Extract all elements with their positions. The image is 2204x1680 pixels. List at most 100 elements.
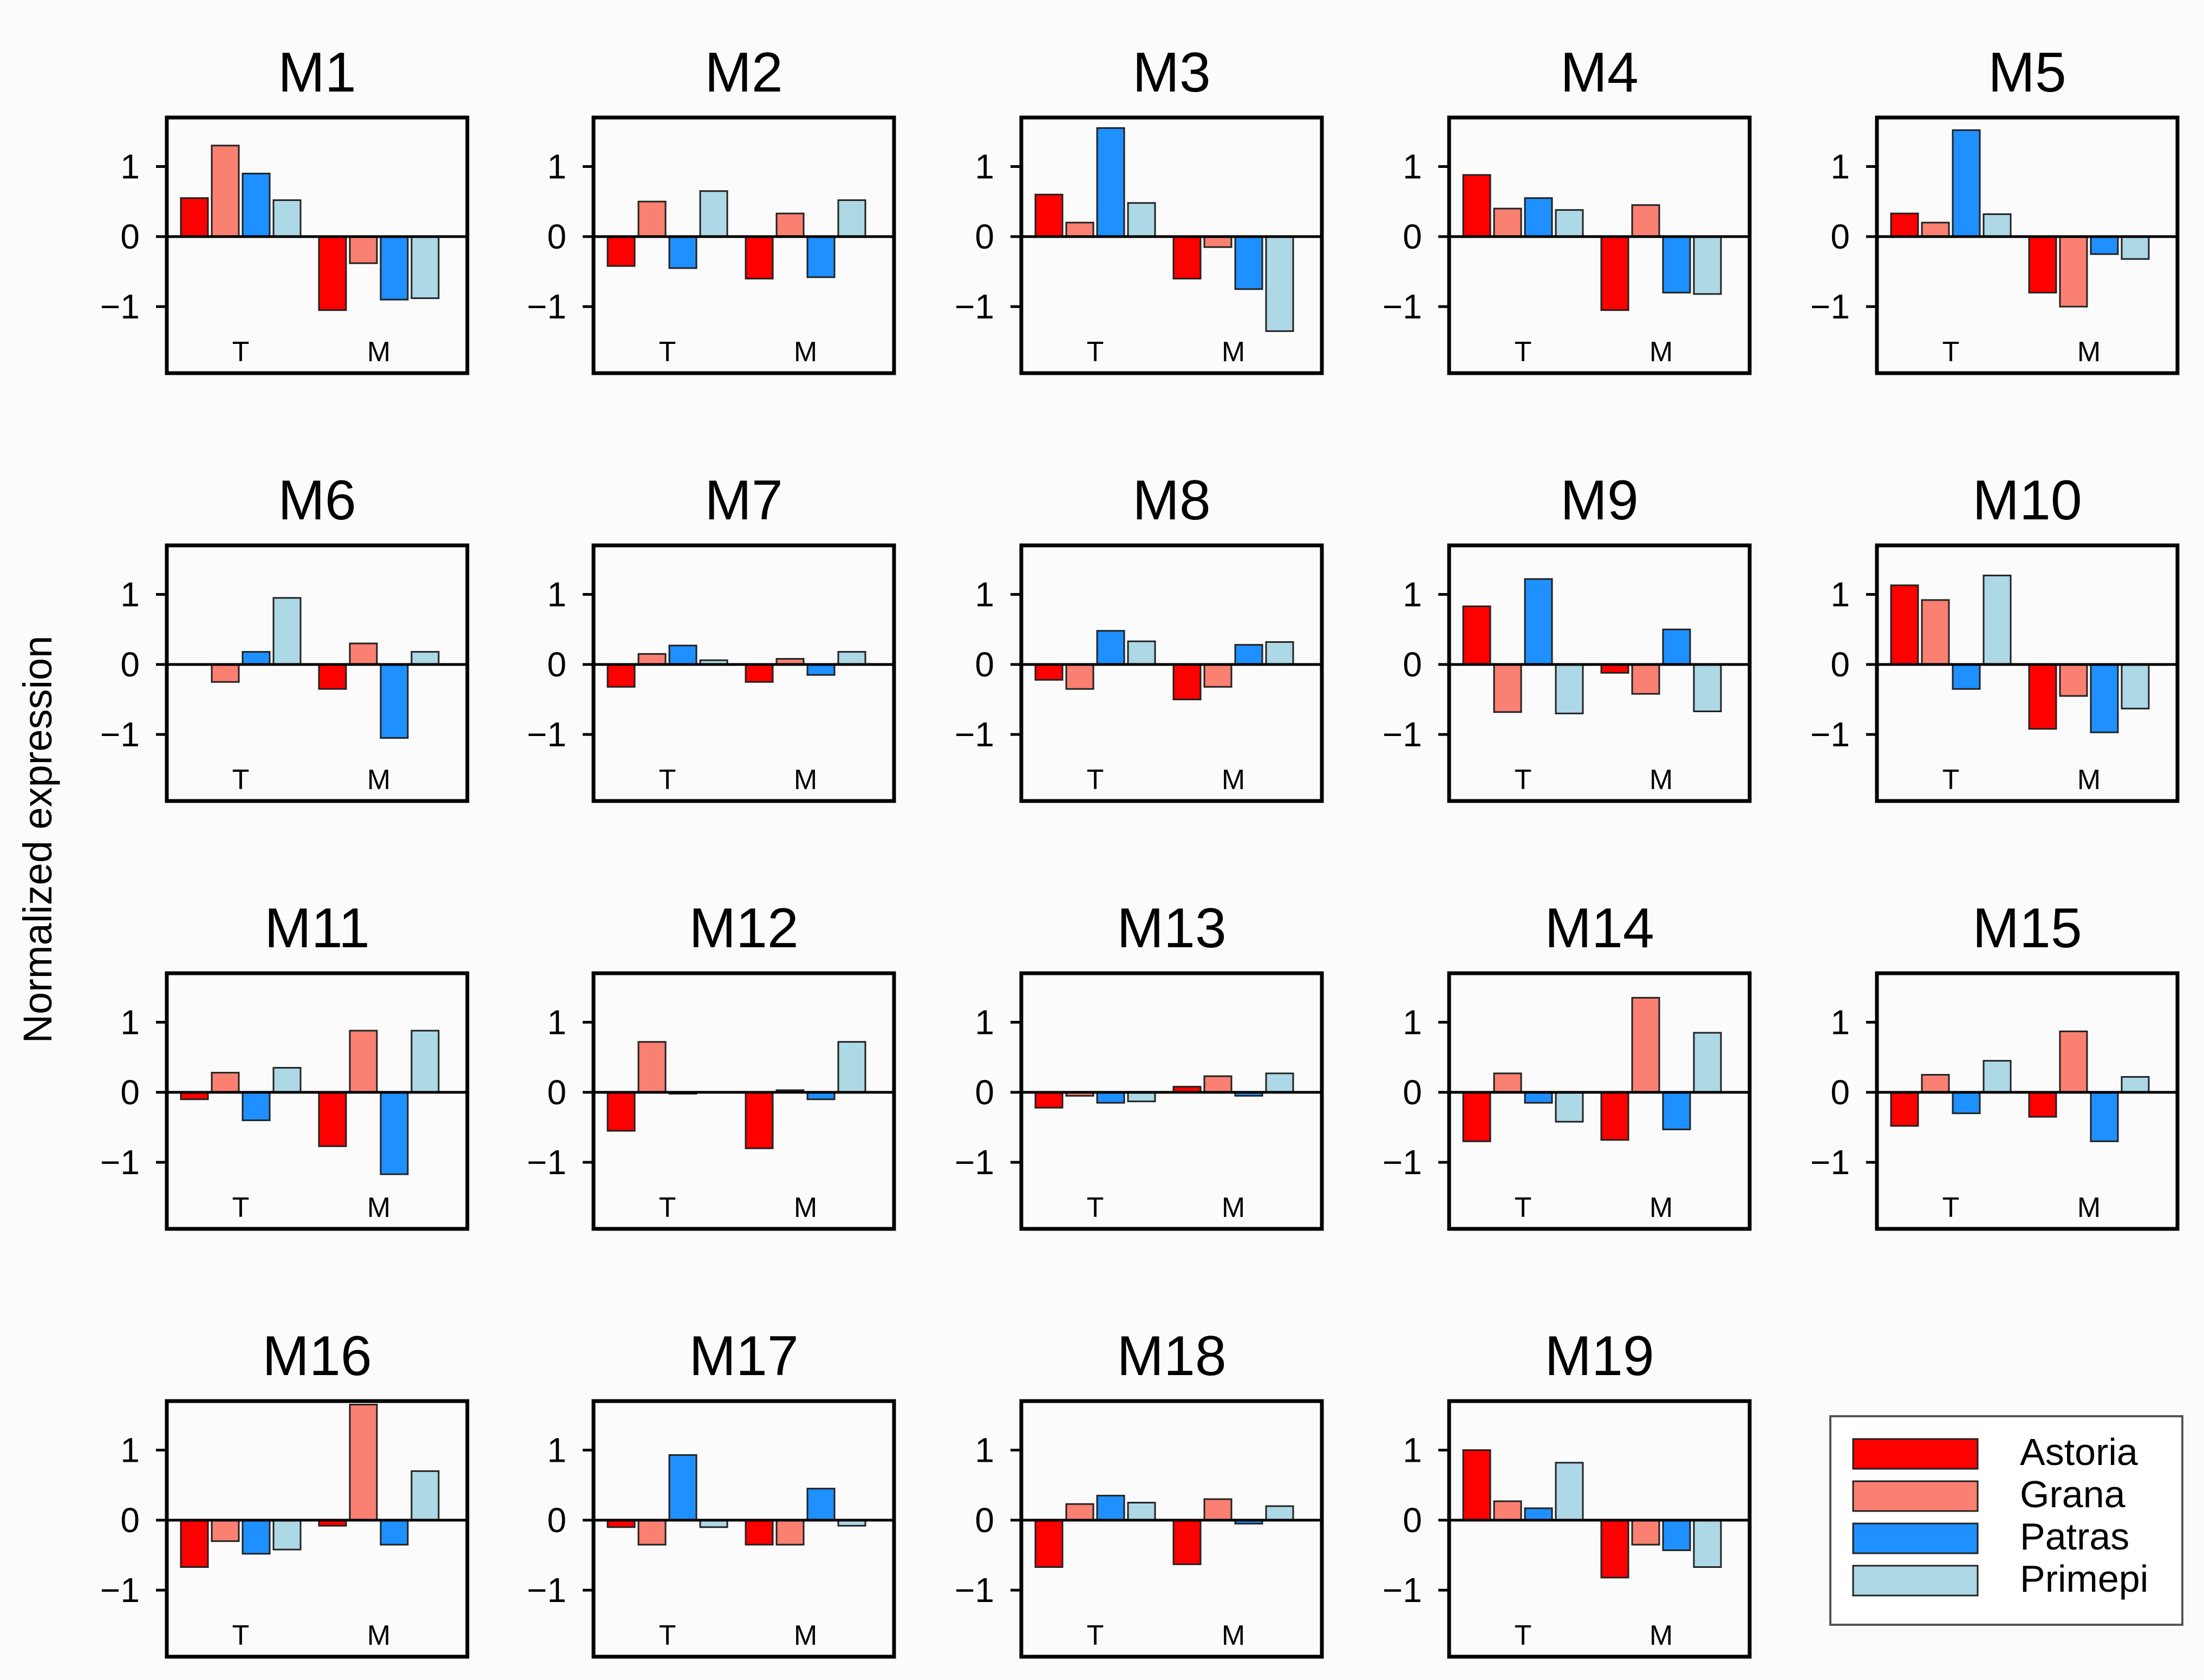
bar-astoria-t: [1463, 607, 1490, 665]
group-label: T: [1087, 1620, 1104, 1651]
bar-astoria-t: [1035, 665, 1062, 680]
legend-swatch-patras: [1853, 1523, 1978, 1553]
panel-m9: M9 1 0 −1 T M: [1383, 469, 1750, 801]
y-tick-label: 1: [975, 1003, 994, 1042]
panel-title: M8: [1132, 469, 1210, 532]
bar-grana-t: [1066, 665, 1093, 689]
bar-patras-m: [2091, 665, 2118, 732]
bar-grana-t: [212, 1073, 239, 1092]
y-tick-label: 0: [975, 1073, 994, 1112]
bar-grana-t: [1922, 1075, 1949, 1092]
bar-patras-t: [1525, 1092, 1552, 1103]
panel-frame: [594, 118, 894, 373]
y-tick-label: 0: [547, 217, 566, 256]
bar-primepi-m: [1266, 237, 1293, 331]
bar-grana-t: [1066, 223, 1093, 237]
bar-patras-t: [243, 173, 270, 236]
panel-title: M7: [705, 469, 783, 532]
group-label: M: [367, 764, 390, 796]
bar-patras-m: [1663, 629, 1690, 665]
bar-primepi-m: [1694, 665, 1721, 712]
y-tick-label: 1: [547, 575, 566, 614]
group-label: T: [232, 336, 250, 368]
bar-grana-t: [1066, 1504, 1093, 1520]
bar-grana-m: [1632, 665, 1659, 694]
bar-primepi-m: [1694, 1033, 1721, 1092]
panel-title: M18: [1117, 1325, 1226, 1388]
group-label: M: [1222, 1620, 1245, 1651]
group-label: M: [2077, 1192, 2101, 1223]
bar-patras-m: [381, 1520, 408, 1545]
bar-astoria-m: [319, 1092, 346, 1147]
bar-patras-t: [243, 652, 270, 665]
panel-m2: M210−1T M: [527, 41, 894, 373]
bar-grana-t: [638, 654, 666, 664]
y-tick-label: 0: [120, 1073, 140, 1112]
bar-astoria-t: [1463, 1450, 1490, 1520]
bar-grana-m: [350, 1404, 377, 1520]
y-tick-label: 0: [547, 1501, 566, 1540]
panel-title: M19: [1544, 1325, 1654, 1388]
bar-primepi-t: [1128, 1503, 1155, 1520]
bar-patras-t: [1953, 130, 1980, 237]
group-label: T: [1515, 764, 1532, 796]
bar-primepi-m: [838, 1042, 865, 1092]
y-tick-label: 0: [120, 217, 140, 256]
group-label: M: [2077, 764, 2101, 796]
bar-primepi-m: [2122, 237, 2149, 259]
panel-m16: M1610−1T M: [100, 1325, 467, 1657]
bar-primepi-m: [412, 1471, 439, 1520]
group-label: T: [232, 1620, 250, 1651]
bar-patras-t: [1525, 1508, 1552, 1520]
y-tick-label: 0: [1830, 1073, 1850, 1112]
bar-primepi-m: [1266, 1073, 1293, 1092]
bar-patras-t: [243, 1520, 270, 1554]
bar-primepi-t: [1984, 1061, 2011, 1092]
group-label: T: [1515, 1620, 1532, 1651]
bar-primepi-t: [273, 1068, 301, 1092]
y-tick-label: −1: [1810, 1143, 1850, 1182]
panel-title: M9: [1560, 469, 1638, 532]
y-tick-label: 1: [547, 1431, 566, 1470]
panel-frame: [594, 545, 894, 801]
group-label: M: [367, 1620, 390, 1651]
bar-primepi-t: [1128, 1092, 1155, 1102]
bar-grana-m: [1204, 1499, 1231, 1520]
panel-m13: M1310−1T M: [955, 897, 1322, 1229]
bar-astoria-m: [1601, 1092, 1628, 1140]
y-tick-label: −1: [527, 1143, 566, 1182]
group-label: M: [794, 1620, 817, 1651]
y-tick-label: 1: [1403, 575, 1422, 614]
legend-label-patras: Patras: [2020, 1515, 2129, 1558]
y-tick-label: −1: [955, 287, 994, 326]
bar-astoria-t: [1891, 213, 1918, 237]
bar-primepi-t: [273, 598, 301, 665]
bar-primepi-t: [1128, 641, 1155, 665]
panel-m14: M14 1 0 −1 T M: [1383, 897, 1750, 1229]
y-tick-label: −1: [955, 1571, 994, 1610]
bar-astoria-t: [608, 237, 635, 266]
bar-astoria-m: [1173, 1520, 1201, 1564]
bar-primepi-m: [1266, 642, 1293, 664]
bar-astoria-t: [1463, 1092, 1490, 1142]
panel-m6: M610−1T M: [100, 469, 467, 801]
y-tick-label: 1: [975, 147, 994, 186]
y-tick-label: 1: [1403, 147, 1422, 186]
y-tick-label: −1: [100, 1143, 140, 1182]
group-label: T: [1087, 336, 1104, 368]
bar-grana-t: [1494, 1073, 1521, 1092]
bar-grana-m: [350, 237, 377, 263]
y-tick-label: 0: [1403, 1073, 1422, 1112]
panel-title: M14: [1544, 897, 1654, 960]
y-tick-label: 0: [975, 645, 994, 684]
bar-primepi-t: [1984, 214, 2011, 236]
panel-frame: [594, 973, 894, 1229]
bar-patras-m: [807, 665, 834, 675]
bar-patras-t: [669, 237, 696, 268]
bar-grana-t: [638, 1520, 666, 1545]
y-tick-label: 0: [975, 217, 994, 256]
bar-astoria-m: [746, 237, 773, 279]
group-label: T: [659, 1620, 676, 1651]
bar-astoria-m: [746, 1092, 773, 1148]
